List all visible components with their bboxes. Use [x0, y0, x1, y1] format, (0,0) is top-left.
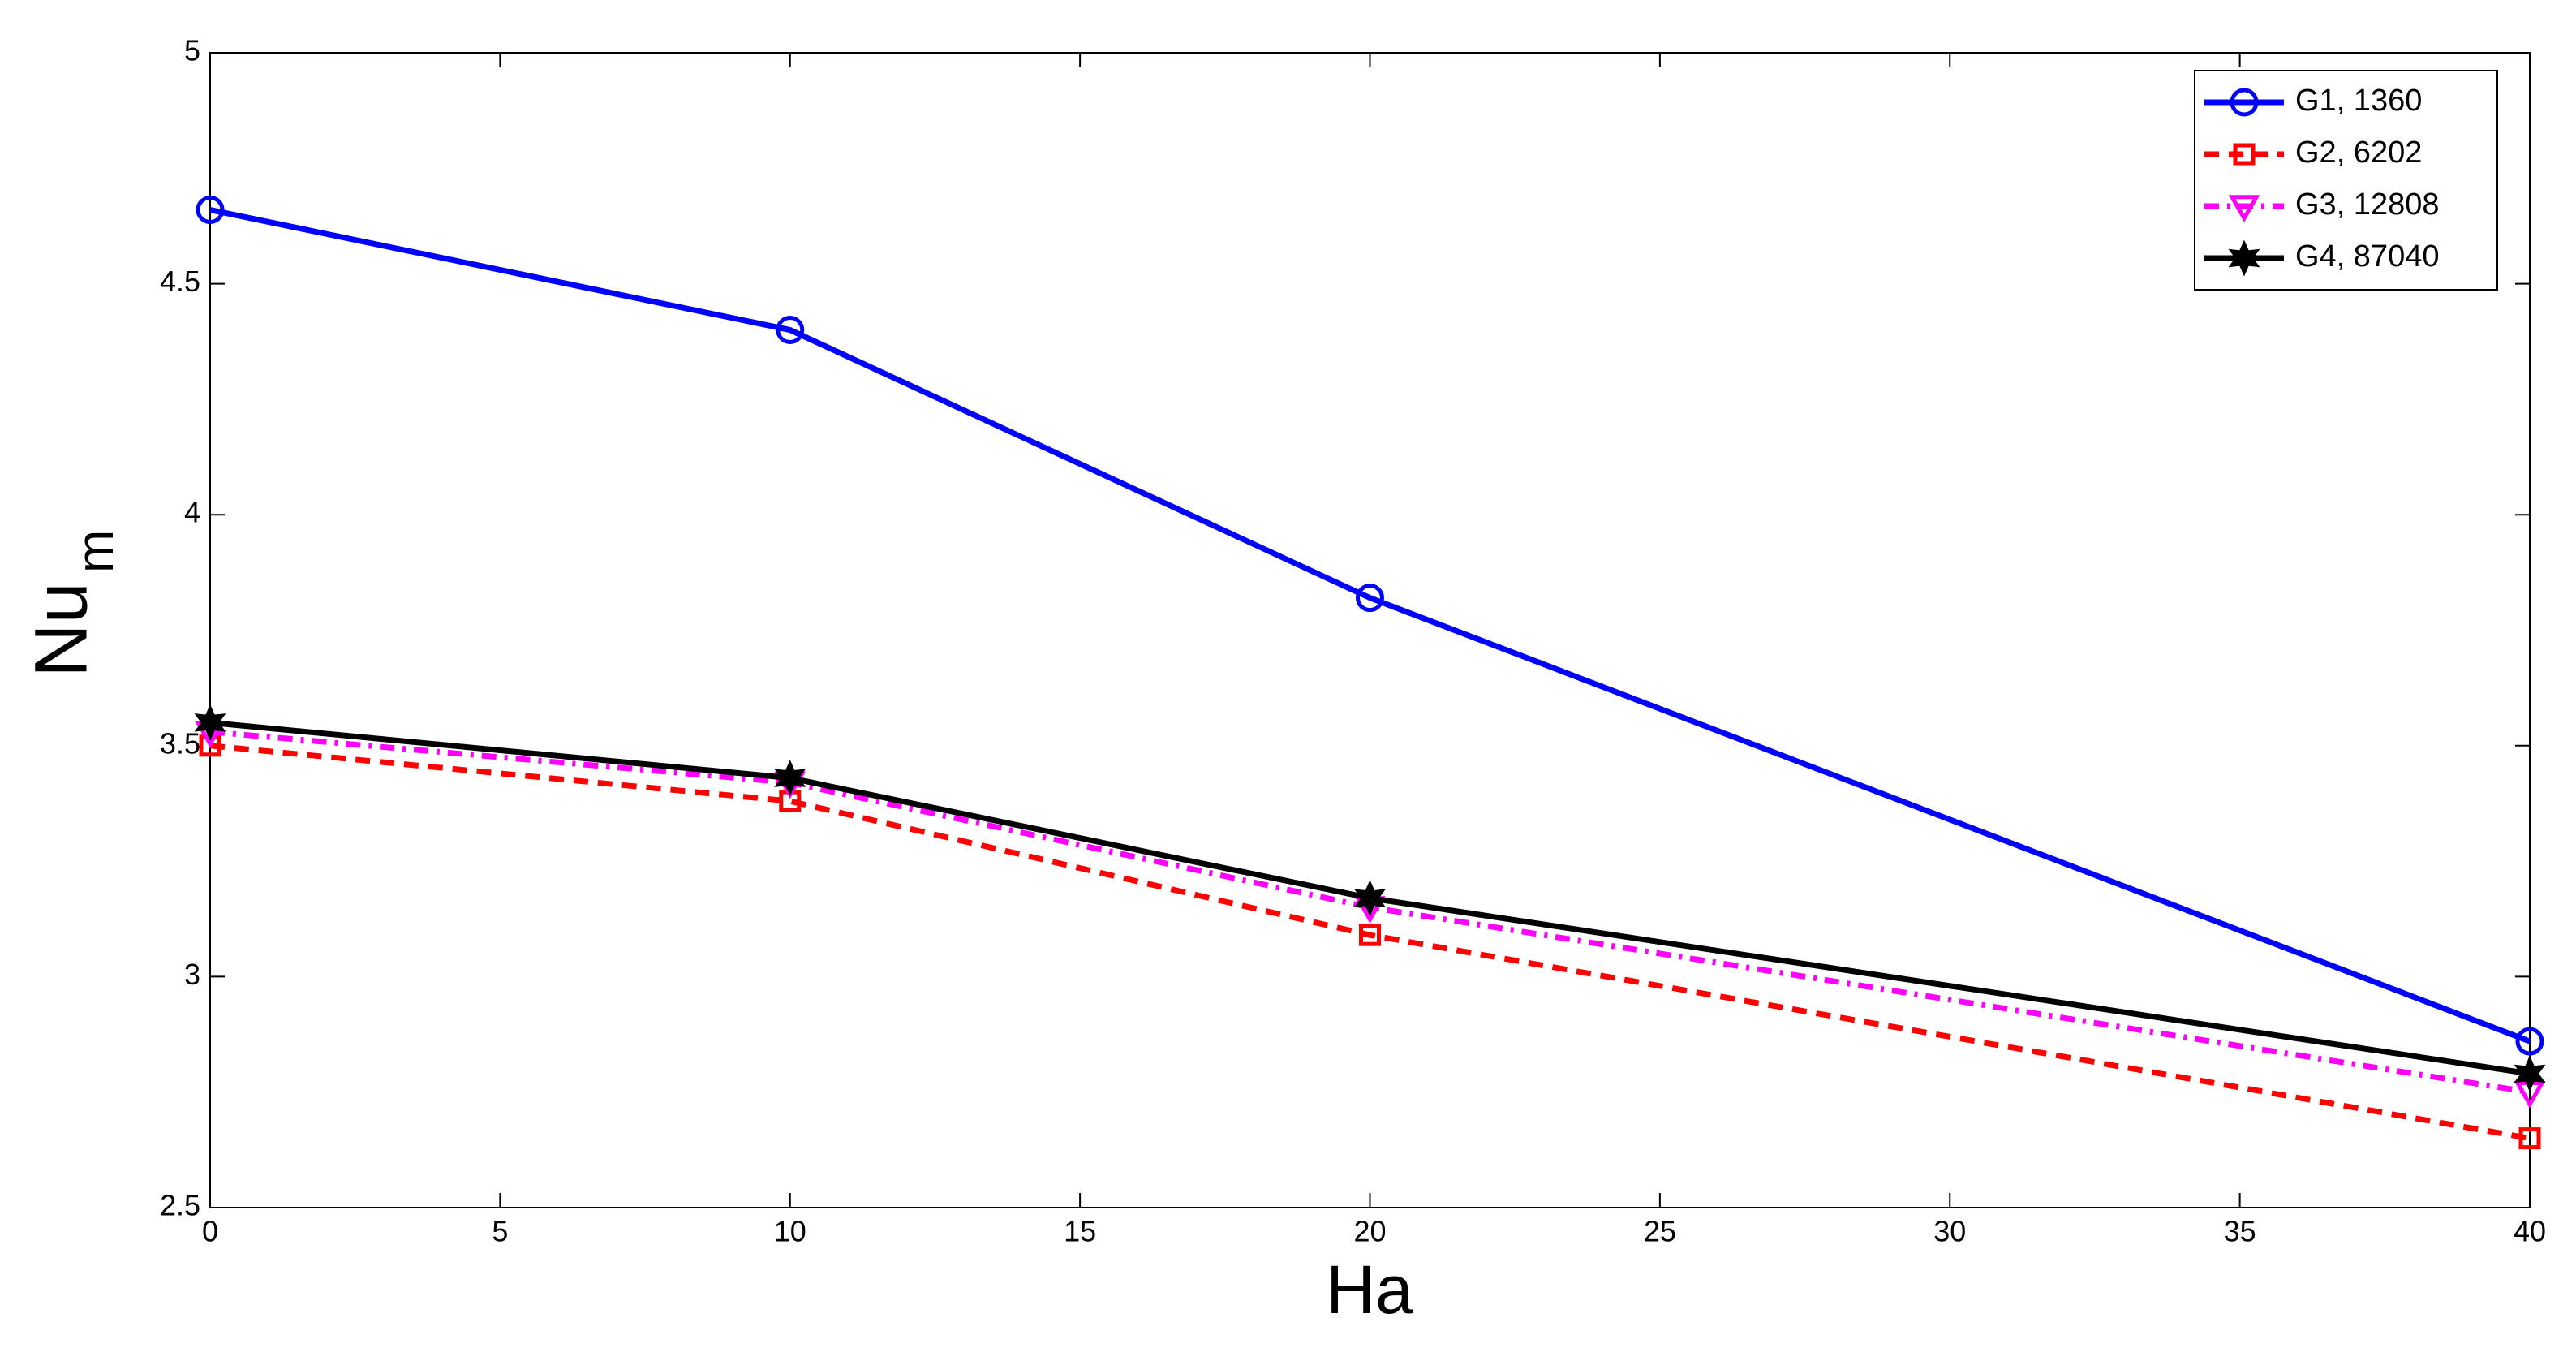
- legend-marker: [2230, 88, 2259, 117]
- y-tick-label: 4.5: [160, 265, 200, 298]
- x-tick-label: 5: [492, 1215, 508, 1248]
- y-tick-label: 3: [184, 958, 200, 991]
- plot-frame: [209, 52, 2531, 1208]
- y-axis-label-main: Nu: [19, 582, 102, 678]
- legend-marker: [2233, 143, 2256, 166]
- marker: [196, 196, 225, 225]
- marker: [1356, 584, 1384, 613]
- x-tick-label: 30: [1933, 1215, 1966, 1248]
- x-tick-label: 15: [1064, 1215, 1096, 1248]
- x-tick-label: 0: [202, 1215, 218, 1248]
- marker: [2514, 1055, 2546, 1092]
- series: [194, 704, 2546, 1092]
- series: [196, 196, 2544, 1056]
- marker: [194, 704, 226, 741]
- series-line: [209, 719, 2531, 1077]
- series-line: [209, 207, 2531, 1044]
- x-axis-label: Ha: [1326, 1251, 1413, 1328]
- y-tick-label: 2.5: [160, 1189, 200, 1222]
- x-tick-label: 25: [1644, 1215, 1676, 1248]
- y-tick-label: 5: [184, 34, 200, 67]
- x-tick-label: 35: [2224, 1215, 2256, 1248]
- x-tick-label: 20: [1353, 1215, 1386, 1248]
- y-axis-label-sub: m: [66, 530, 124, 573]
- series-line: [209, 743, 2531, 1142]
- legend-label: G2, 6202: [2295, 136, 2422, 170]
- y-tick-label: 4: [184, 496, 200, 529]
- marker: [2518, 1127, 2541, 1150]
- x-tick-label: 40: [2514, 1215, 2546, 1248]
- series-line: [209, 729, 2531, 1096]
- legend-label: G4, 87040: [2295, 239, 2439, 273]
- legend-label: G1, 1360: [2295, 84, 2422, 118]
- legend: G1, 1360 G2, 6202 G3, 12808 G4, 87040: [2194, 70, 2498, 291]
- marker: [776, 316, 805, 345]
- y-axis-label: Nu m: [19, 530, 124, 678]
- legend-marker: [2228, 239, 2260, 277]
- marker: [774, 760, 806, 797]
- legend-marker: [2228, 195, 2260, 223]
- marker: [1354, 880, 1386, 917]
- y-tick-label: 3.5: [160, 726, 200, 760]
- marker: [2515, 1027, 2544, 1056]
- legend-label: G3, 12808: [2295, 187, 2439, 222]
- marker: [1359, 924, 1381, 946]
- x-tick-label: 10: [774, 1215, 806, 1248]
